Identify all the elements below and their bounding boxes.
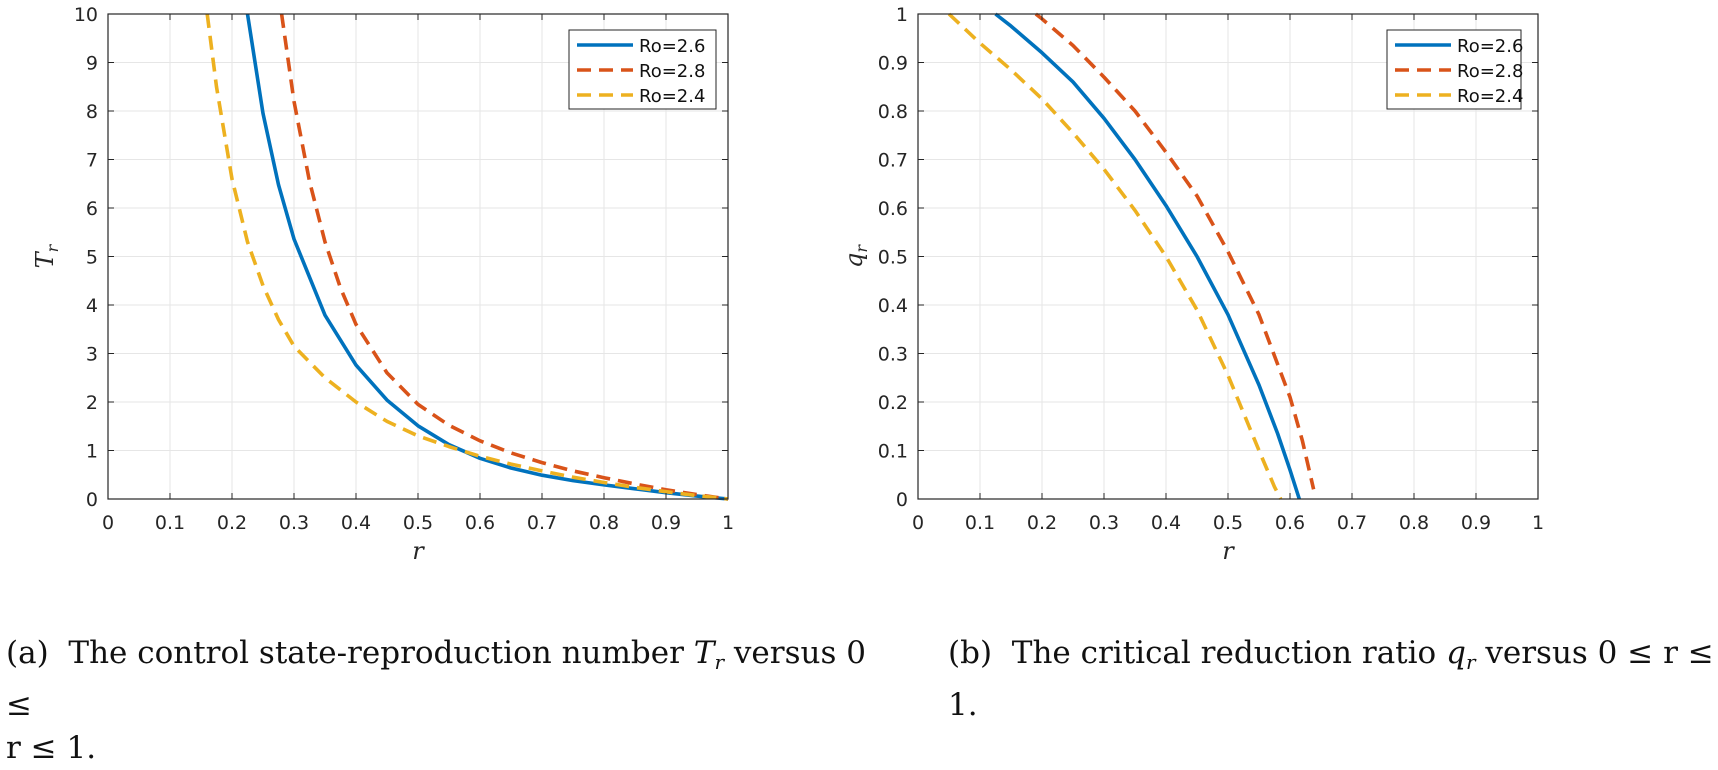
x-tick-label: 0.4 — [1151, 512, 1181, 534]
x-tick-label: 0.9 — [651, 512, 681, 534]
x-tick-label: 0.9 — [1461, 512, 1491, 534]
y-tick-label: 0.4 — [878, 295, 908, 317]
x-tick-label: 0.3 — [279, 512, 309, 534]
y-tick-label: 0.8 — [878, 101, 908, 123]
y-tick-label: 0 — [896, 489, 908, 511]
y-tick-label: 0.6 — [878, 198, 908, 220]
y-axis-label-main: T — [31, 250, 59, 268]
y-tick-label: 1 — [86, 441, 98, 463]
legend-label: Ro=2.8 — [639, 61, 705, 82]
caption-a-line2: r ≤ 1. — [6, 730, 97, 766]
x-tick-label: 0.3 — [1089, 512, 1119, 534]
caption-a-symbol: T — [693, 635, 715, 671]
caption-b-label: (b) — [948, 635, 993, 671]
y-tick-label: 6 — [86, 198, 98, 220]
y-axis-label-sub: r — [43, 243, 62, 252]
x-axis-label: r — [412, 537, 425, 565]
series-line-Ro-2-8 — [279, 13, 729, 501]
figure: 0 0.1 0.2 0.3 0.4 0.5 0.6 0.7 0.8 0.9 101234567891… — [31, 4, 1544, 565]
y-tick-label: 0.2 — [878, 392, 908, 414]
x-tick-label: 1 — [1532, 512, 1544, 534]
legend-label: Ro=2.6 — [639, 36, 705, 57]
legend-box — [568, 29, 717, 110]
y-tick-label: 3 — [86, 344, 98, 366]
x-tick-label: 0 — [102, 512, 114, 534]
caption-b-symbol: q — [1446, 635, 1466, 671]
y-axis-label-main: q — [840, 253, 868, 268]
y-axis-label: Tr — [31, 243, 62, 268]
y-tick-label: 0.9 — [878, 53, 908, 75]
y-tick-label: 2 — [86, 392, 98, 414]
series-line-Ro-2-4 — [205, 13, 729, 501]
legend: Ro=2.6 Ro=2.8 Ro=2.4 — [1386, 29, 1523, 110]
y-tick-label: 10 — [74, 4, 98, 26]
x-tick-label: 0.8 — [1399, 512, 1429, 534]
y-tick-label: 1 — [896, 4, 908, 26]
y-axis-label-sub: r — [852, 244, 871, 253]
y-tick-label: 0.1 — [878, 441, 908, 463]
legend-label: Ro=2.4 — [639, 86, 705, 107]
caption-b: (b) The critical reduction ratio qr vers… — [948, 632, 1718, 727]
x-tick-label: 0.6 — [1275, 512, 1305, 534]
legend: Ro=2.6 Ro=2.8 Ro=2.4 — [568, 29, 717, 110]
y-tick-label: 4 — [86, 295, 98, 317]
x-tick-label: 0.1 — [155, 512, 185, 534]
legend-label: Ro=2.6 — [1457, 36, 1523, 57]
caption-a-text: The control state-reproduction number — [68, 635, 684, 671]
x-tick-label: 0.7 — [527, 512, 557, 534]
x-tick-label: 0.5 — [403, 512, 433, 534]
x-tick-label: 0.7 — [1337, 512, 1367, 534]
y-axis-label: qr — [840, 244, 871, 268]
caption-b-text: The critical reduction ratio — [1011, 635, 1437, 671]
x-tick-label: 0.6 — [465, 512, 495, 534]
y-tick-label: 5 — [86, 247, 98, 269]
caption-a-text-after: versus 0 ≤ — [6, 635, 866, 723]
x-tick-label: 0.1 — [965, 512, 995, 534]
y-tick-label: 9 — [86, 53, 98, 75]
y-tick-label: 8 — [86, 101, 98, 123]
caption-a-label: (a) — [6, 635, 49, 671]
y-tick-label: 0.3 — [878, 344, 908, 366]
caption-b-text-after: versus 0 ≤ r ≤ 1. — [948, 635, 1714, 723]
x-tick-label: 0.2 — [217, 512, 247, 534]
y-tick-label: 0.5 — [878, 247, 908, 269]
y-tick-label: 0 — [86, 489, 98, 511]
legend-label: Ro=2.8 — [1457, 61, 1523, 82]
x-tick-label: 1 — [722, 512, 734, 534]
caption-a-symbol-sub: r — [714, 650, 725, 674]
caption-b-symbol-sub: r — [1465, 650, 1476, 674]
chart-panel-b: 0 0.1 0.2 0.3 0.4 0.5 0.6 0.7 0.8 0.9 1 0 0.1 0.2 0.3 0… — [840, 4, 1544, 565]
legend-label: Ro=2.4 — [1457, 86, 1523, 107]
x-axis-label: r — [1222, 537, 1235, 565]
legend-box — [1386, 29, 1522, 110]
x-tick-label: 0.5 — [1213, 512, 1243, 534]
series-line-Ro-2-6 — [994, 12, 1302, 500]
x-tick-label: 0.8 — [589, 512, 619, 534]
series-line-Ro-2-4 — [947, 12, 1283, 500]
y-tick-label: 0.7 — [878, 150, 908, 172]
x-tick-label: 0.4 — [341, 512, 371, 534]
x-tick-label: 0.2 — [1027, 512, 1057, 534]
x-tick-label: 0 — [912, 512, 924, 534]
chart-panel-a: 0 0.1 0.2 0.3 0.4 0.5 0.6 0.7 0.8 0.9 101234567891… — [31, 4, 734, 565]
series-line-Ro-2-8 — [1034, 12, 1316, 490]
y-tick-label: 7 — [86, 150, 98, 172]
caption-a: (a) The control state-reproduction numbe… — [6, 632, 886, 770]
